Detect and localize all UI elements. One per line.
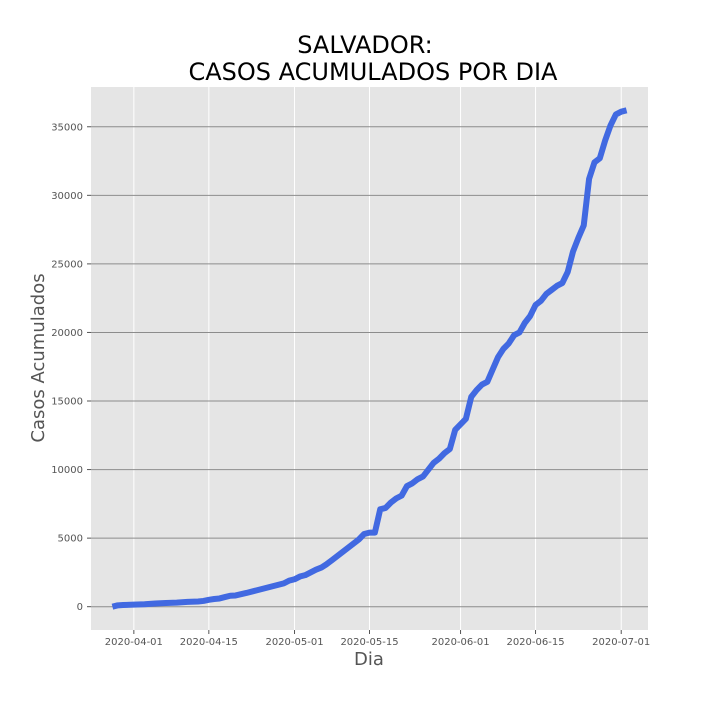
y-tick-label: 20000 (51, 328, 83, 339)
y-tick-label: 15000 (51, 397, 83, 408)
x-tick-label: 2020-04-15 (180, 637, 238, 648)
y-tick-label: 25000 (51, 259, 83, 270)
y-tick-label: 5000 (58, 534, 83, 545)
x-tick-label: 2020-04-01 (105, 637, 163, 648)
x-tick-label: 2020-07-01 (592, 637, 650, 648)
y-tick-label: 10000 (51, 465, 83, 476)
y-tick-label: 0 (77, 602, 83, 613)
y-tick-label: 30000 (51, 191, 83, 202)
x-tick-label: 2020-05-15 (340, 637, 398, 648)
chart-title-line-2: CASOS ACUMULADOS POR DIA (189, 58, 559, 86)
chart-title-line-1: SALVADOR: (297, 31, 433, 59)
x-tick-label: 2020-06-15 (506, 637, 564, 648)
y-tick-label: 35000 (51, 122, 83, 133)
y-axis-label: Casos Acumulados (28, 273, 49, 442)
series-line (111, 107, 628, 610)
x-tick-label: 2020-05-01 (265, 637, 323, 648)
x-axis-label: Dia (354, 649, 384, 670)
series-layer (111, 107, 628, 610)
tick-labels: 2020-04-01 2020-04-15 2020-05-01 2020-05-15… (51, 122, 650, 648)
grid (91, 87, 648, 630)
x-tick-label: 2020-06-01 (431, 637, 489, 648)
